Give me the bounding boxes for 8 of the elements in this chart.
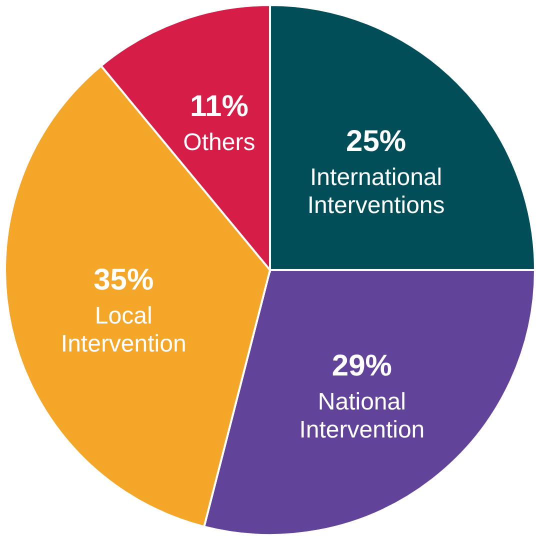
slice-label: Others xyxy=(183,128,256,156)
slice-label: Local Intervention xyxy=(60,302,186,358)
data-label: 25% xyxy=(346,124,406,158)
slice-label: National Intervention xyxy=(299,388,425,444)
data-label: 29% xyxy=(332,350,392,383)
data-label: 11% xyxy=(190,90,248,123)
data-label: 35% xyxy=(94,264,154,297)
slice-label: International Interventions xyxy=(307,164,445,219)
